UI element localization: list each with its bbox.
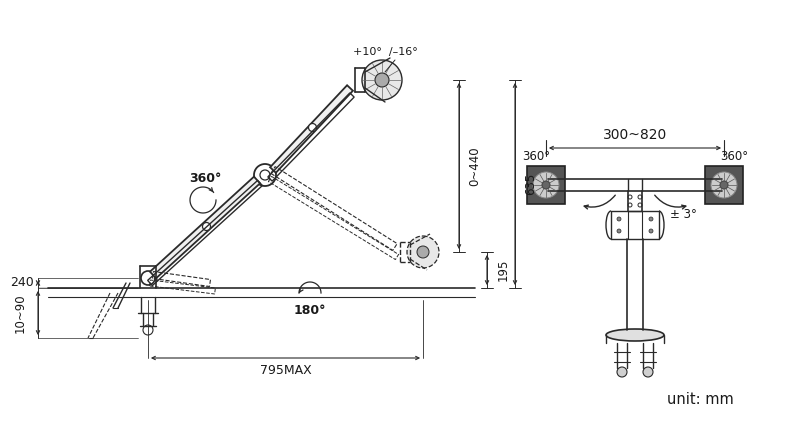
Polygon shape <box>150 177 260 278</box>
Text: ± 3°: ± 3° <box>670 208 697 221</box>
Text: 180°: 180° <box>294 305 326 317</box>
Text: 635: 635 <box>525 173 537 195</box>
Circle shape <box>617 367 627 377</box>
Circle shape <box>649 229 653 233</box>
Circle shape <box>720 181 728 189</box>
Text: 0~440: 0~440 <box>468 146 481 186</box>
Circle shape <box>309 124 317 132</box>
Text: 240: 240 <box>10 277 34 290</box>
Text: 360°: 360° <box>720 151 748 163</box>
Circle shape <box>649 217 653 221</box>
Circle shape <box>643 367 653 377</box>
Circle shape <box>362 60 402 100</box>
Polygon shape <box>270 85 353 173</box>
Circle shape <box>407 236 439 268</box>
Circle shape <box>375 73 389 87</box>
Circle shape <box>533 172 559 198</box>
Text: unit: mm: unit: mm <box>667 393 733 408</box>
Text: 795MAX: 795MAX <box>260 363 311 377</box>
Text: 360°: 360° <box>522 151 550 163</box>
Circle shape <box>141 271 155 285</box>
Circle shape <box>202 223 210 230</box>
Text: 360°: 360° <box>189 172 221 184</box>
Text: 300~820: 300~820 <box>603 128 667 142</box>
Text: +10°  /–16°: +10° /–16° <box>352 47 417 57</box>
Text: 195: 195 <box>496 259 510 281</box>
Circle shape <box>260 170 270 180</box>
Circle shape <box>617 217 621 221</box>
Circle shape <box>542 181 550 189</box>
Ellipse shape <box>606 329 664 341</box>
Circle shape <box>617 229 621 233</box>
Circle shape <box>254 164 276 186</box>
Text: 10~90: 10~90 <box>13 293 27 333</box>
Polygon shape <box>527 166 565 204</box>
Circle shape <box>711 172 737 198</box>
Circle shape <box>417 246 429 258</box>
Polygon shape <box>705 166 743 204</box>
